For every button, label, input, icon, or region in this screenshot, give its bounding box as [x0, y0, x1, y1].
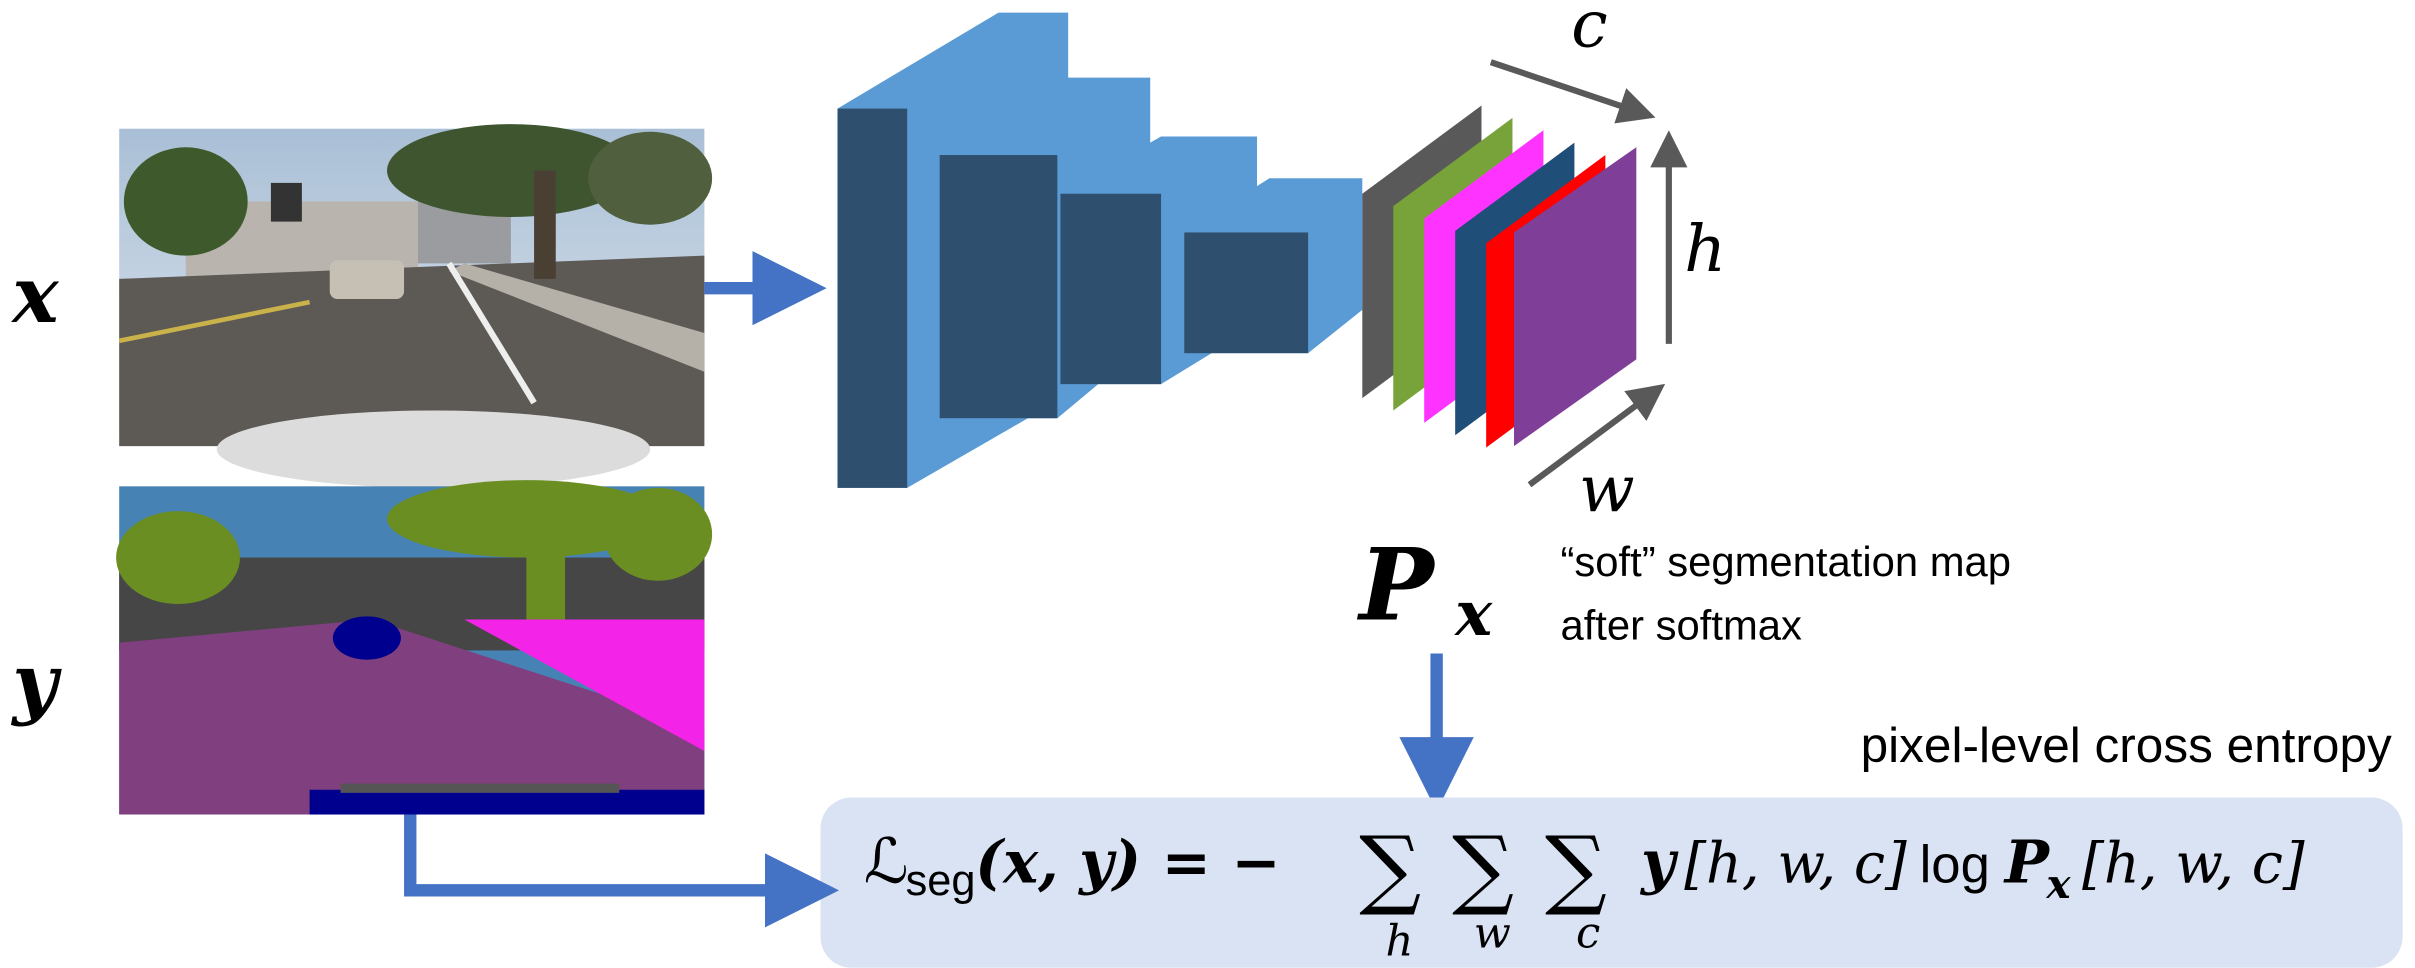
input-image [119, 124, 712, 488]
formula-part: y [1639, 828, 1679, 897]
formula-part: P [2003, 828, 2051, 897]
formula-part: ∑ [1545, 819, 1607, 919]
caption: “soft” segmentation map [1560, 538, 2011, 585]
arrow [410, 815, 802, 891]
formula-part: x [2046, 861, 2072, 908]
label-label: y [10, 637, 62, 728]
formula-part: [h, w, c] [2082, 832, 2305, 897]
arrow [1491, 62, 1638, 112]
input-label: x [10, 250, 59, 341]
formula-part: (x, y) = − [975, 828, 1280, 897]
formula-part: ℒ [864, 826, 909, 898]
formula-part: h [1386, 916, 1414, 966]
loss-caption: pixel-level cross entropy [1861, 718, 2392, 773]
formula-part: c [1576, 909, 1600, 959]
network [838, 13, 1363, 488]
diagram: x y c h w P x “soft” segmentation map af… [0, 0, 2415, 968]
formula-part: ∑ [1359, 819, 1421, 919]
dim-label: h [1684, 212, 1726, 287]
dim-label: w [1579, 452, 1635, 527]
caption: after softmax [1560, 602, 1802, 649]
formula-part: ∑ [1452, 819, 1514, 919]
formula-part: seg [906, 857, 976, 905]
output-slices [1362, 105, 1636, 447]
output-label: P [1356, 527, 1436, 643]
formula-part: w [1474, 909, 1511, 959]
dim-label: c [1571, 0, 1607, 63]
output-sub: x [1453, 577, 1493, 650]
page: {"labels":{"input":"x","label":"y","chan… [0, 0, 2415, 968]
formula-part: [h, w, c] [1684, 832, 1907, 897]
label-image [116, 480, 712, 814]
formula-part: log [1920, 836, 1990, 895]
